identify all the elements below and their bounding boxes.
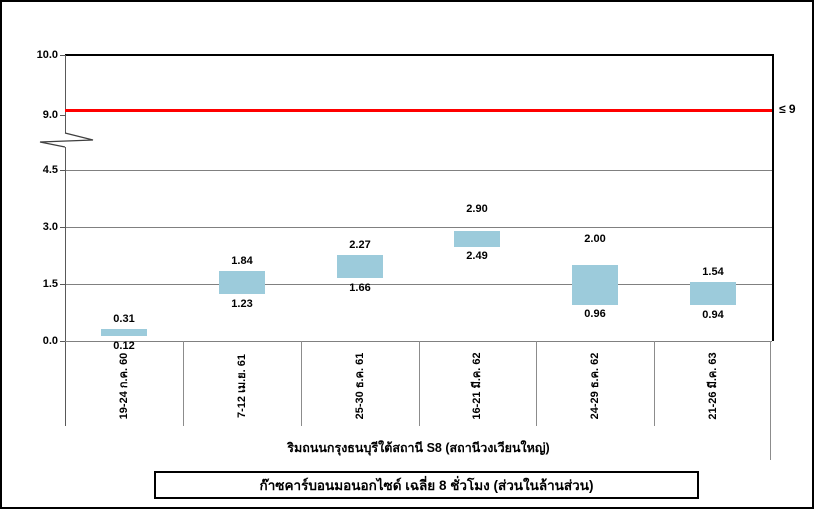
x-axis-title: ริมถนนกรุงธนบุรีใต้สถานี S8 (สถานีวงเวีย… <box>287 441 550 455</box>
category-label: 21-26 มี.ค. 63 <box>707 352 719 420</box>
category-separator <box>301 341 302 426</box>
y-axis-tick <box>60 115 65 116</box>
bar-max-label: 0.31 <box>113 313 135 325</box>
bar-max-label: 2.00 <box>584 233 606 245</box>
range-bar <box>454 231 500 247</box>
bar-max-label: 2.27 <box>349 239 371 251</box>
y-axis-tick <box>60 284 65 285</box>
category-separator <box>183 341 184 426</box>
bar-min-label: 2.49 <box>466 250 488 262</box>
x-axis-line <box>65 341 772 342</box>
bar-min-label: 0.96 <box>584 308 606 320</box>
bar-max-label: 2.90 <box>466 203 488 215</box>
y-axis-tick <box>60 170 65 171</box>
category-label: 16-21 มี.ค. 62 <box>471 352 483 420</box>
gridline <box>65 284 772 285</box>
plot-border-top <box>65 54 774 56</box>
category-separator <box>536 341 537 426</box>
range-bar <box>690 282 736 305</box>
y-axis-tick <box>60 341 65 342</box>
range-bar <box>337 255 383 278</box>
range-bar <box>572 265 618 305</box>
y-axis-label: 3.0 <box>42 221 58 233</box>
axis-break-icon <box>39 132 94 148</box>
threshold-label: ≤ 9 <box>779 102 796 116</box>
chart-title-box: ก๊าซคาร์บอนมอนอกไซด์ เฉลี่ย 8 ชั่วโมง (ส… <box>154 471 699 499</box>
y-axis-upper <box>65 55 66 133</box>
category-label: 25-30 ธ.ค. 61 <box>354 352 366 420</box>
y-axis-tick <box>60 55 65 56</box>
category-label: 24-29 ธ.ค. 62 <box>589 352 601 420</box>
y-axis-tick <box>60 227 65 228</box>
category-separator <box>419 341 420 426</box>
category-separator-right <box>770 341 771 460</box>
y-axis-label: 10.0 <box>36 49 58 61</box>
y-axis-label: 9.0 <box>42 109 58 121</box>
category-label: 7-12 เม.ย. 61 <box>236 354 248 418</box>
plot-border-right <box>772 55 774 341</box>
gridline <box>65 227 772 228</box>
y-axis-label: 4.5 <box>42 164 58 176</box>
bar-max-label: 1.84 <box>231 255 253 267</box>
y-axis-lower <box>65 147 66 426</box>
y-axis-label: 1.5 <box>42 278 58 290</box>
bar-min-label: 1.23 <box>231 298 253 310</box>
category-label: 19-24 ก.ค. 60 <box>118 352 130 420</box>
category-separator <box>654 341 655 426</box>
y-axis-label: 0.0 <box>42 335 58 347</box>
range-bar <box>101 329 147 336</box>
chart-title: ก๊าซคาร์บอนมอนอกไซด์ เฉลี่ย 8 ชั่วโมง (ส… <box>259 478 594 493</box>
range-bar <box>219 271 265 294</box>
bar-min-label: 0.12 <box>113 340 135 352</box>
bar-min-label: 0.94 <box>702 309 724 321</box>
threshold-line <box>65 109 772 112</box>
bar-min-label: 1.66 <box>349 282 371 294</box>
gridline <box>65 170 772 171</box>
bar-max-label: 1.54 <box>702 266 724 278</box>
